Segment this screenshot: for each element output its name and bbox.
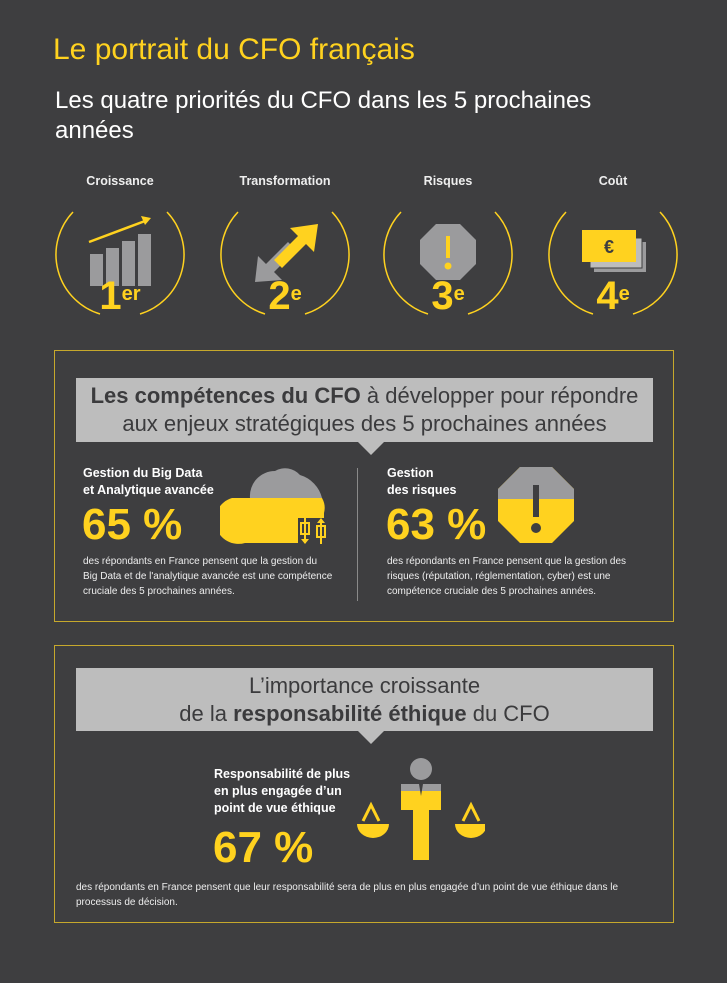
skills-panel: Les compétences du CFO à développer pour… xyxy=(54,350,674,622)
page-subtitle: Les quatre priorités du CFO dans les 5 p… xyxy=(55,87,592,144)
warning-octagon-icon xyxy=(498,467,574,543)
cloud-data-icon xyxy=(220,468,344,545)
divider xyxy=(357,468,358,601)
priority-risques: Risques 3e xyxy=(373,174,523,324)
priority-label: Transformation xyxy=(239,174,331,188)
ethics-heading: Responsabilité de plus en plus engagée d… xyxy=(214,767,351,815)
priority-rank: 2e xyxy=(268,274,302,318)
priority-label: Risques xyxy=(423,174,473,188)
two-way-arrows-icon xyxy=(220,211,350,315)
header-pointer xyxy=(358,442,384,455)
bar-chart-growth-icon xyxy=(55,211,185,315)
skill-description: des répondants en France pensent que la … xyxy=(387,556,627,597)
ethics-panel: L’importance croissante de la responsabi… xyxy=(54,645,674,923)
person-scales-icon xyxy=(357,758,485,860)
ethics-description: des répondants en France pensent que leu… xyxy=(76,882,619,908)
svg-text:€: € xyxy=(604,237,614,257)
priority-rank: 3e xyxy=(431,274,465,318)
priority-transformation: Transformation 2e xyxy=(210,174,360,324)
skill-heading: Gestion des risques xyxy=(387,466,457,497)
priority-rank: 4e xyxy=(596,274,630,318)
euro-banknotes-icon: € xyxy=(548,211,678,315)
skill-heading: Gestion du Big Data et Analytique avancée xyxy=(83,466,214,497)
priority-rank: 1er xyxy=(99,274,141,318)
skills-header: Les compétences du CFO à développer pour… xyxy=(76,378,653,442)
skill-description: des répondants en France pensent que la … xyxy=(83,556,333,597)
ethics-percent: 67 % xyxy=(213,823,314,872)
priority-cout: Coût € 4e xyxy=(538,174,688,324)
skill-percent: 63 % xyxy=(386,500,487,549)
priority-label: Coût xyxy=(598,174,628,188)
warning-octagon-icon xyxy=(383,211,513,315)
page-title: Le portrait du CFO français xyxy=(53,33,415,66)
ethics-header: L’importance croissante de la responsabi… xyxy=(76,668,653,731)
header-pointer xyxy=(358,731,384,744)
priority-label: Croissance xyxy=(86,174,154,188)
skill-percent: 65 % xyxy=(82,500,183,549)
priority-croissance: Croissance 1er xyxy=(45,174,195,324)
